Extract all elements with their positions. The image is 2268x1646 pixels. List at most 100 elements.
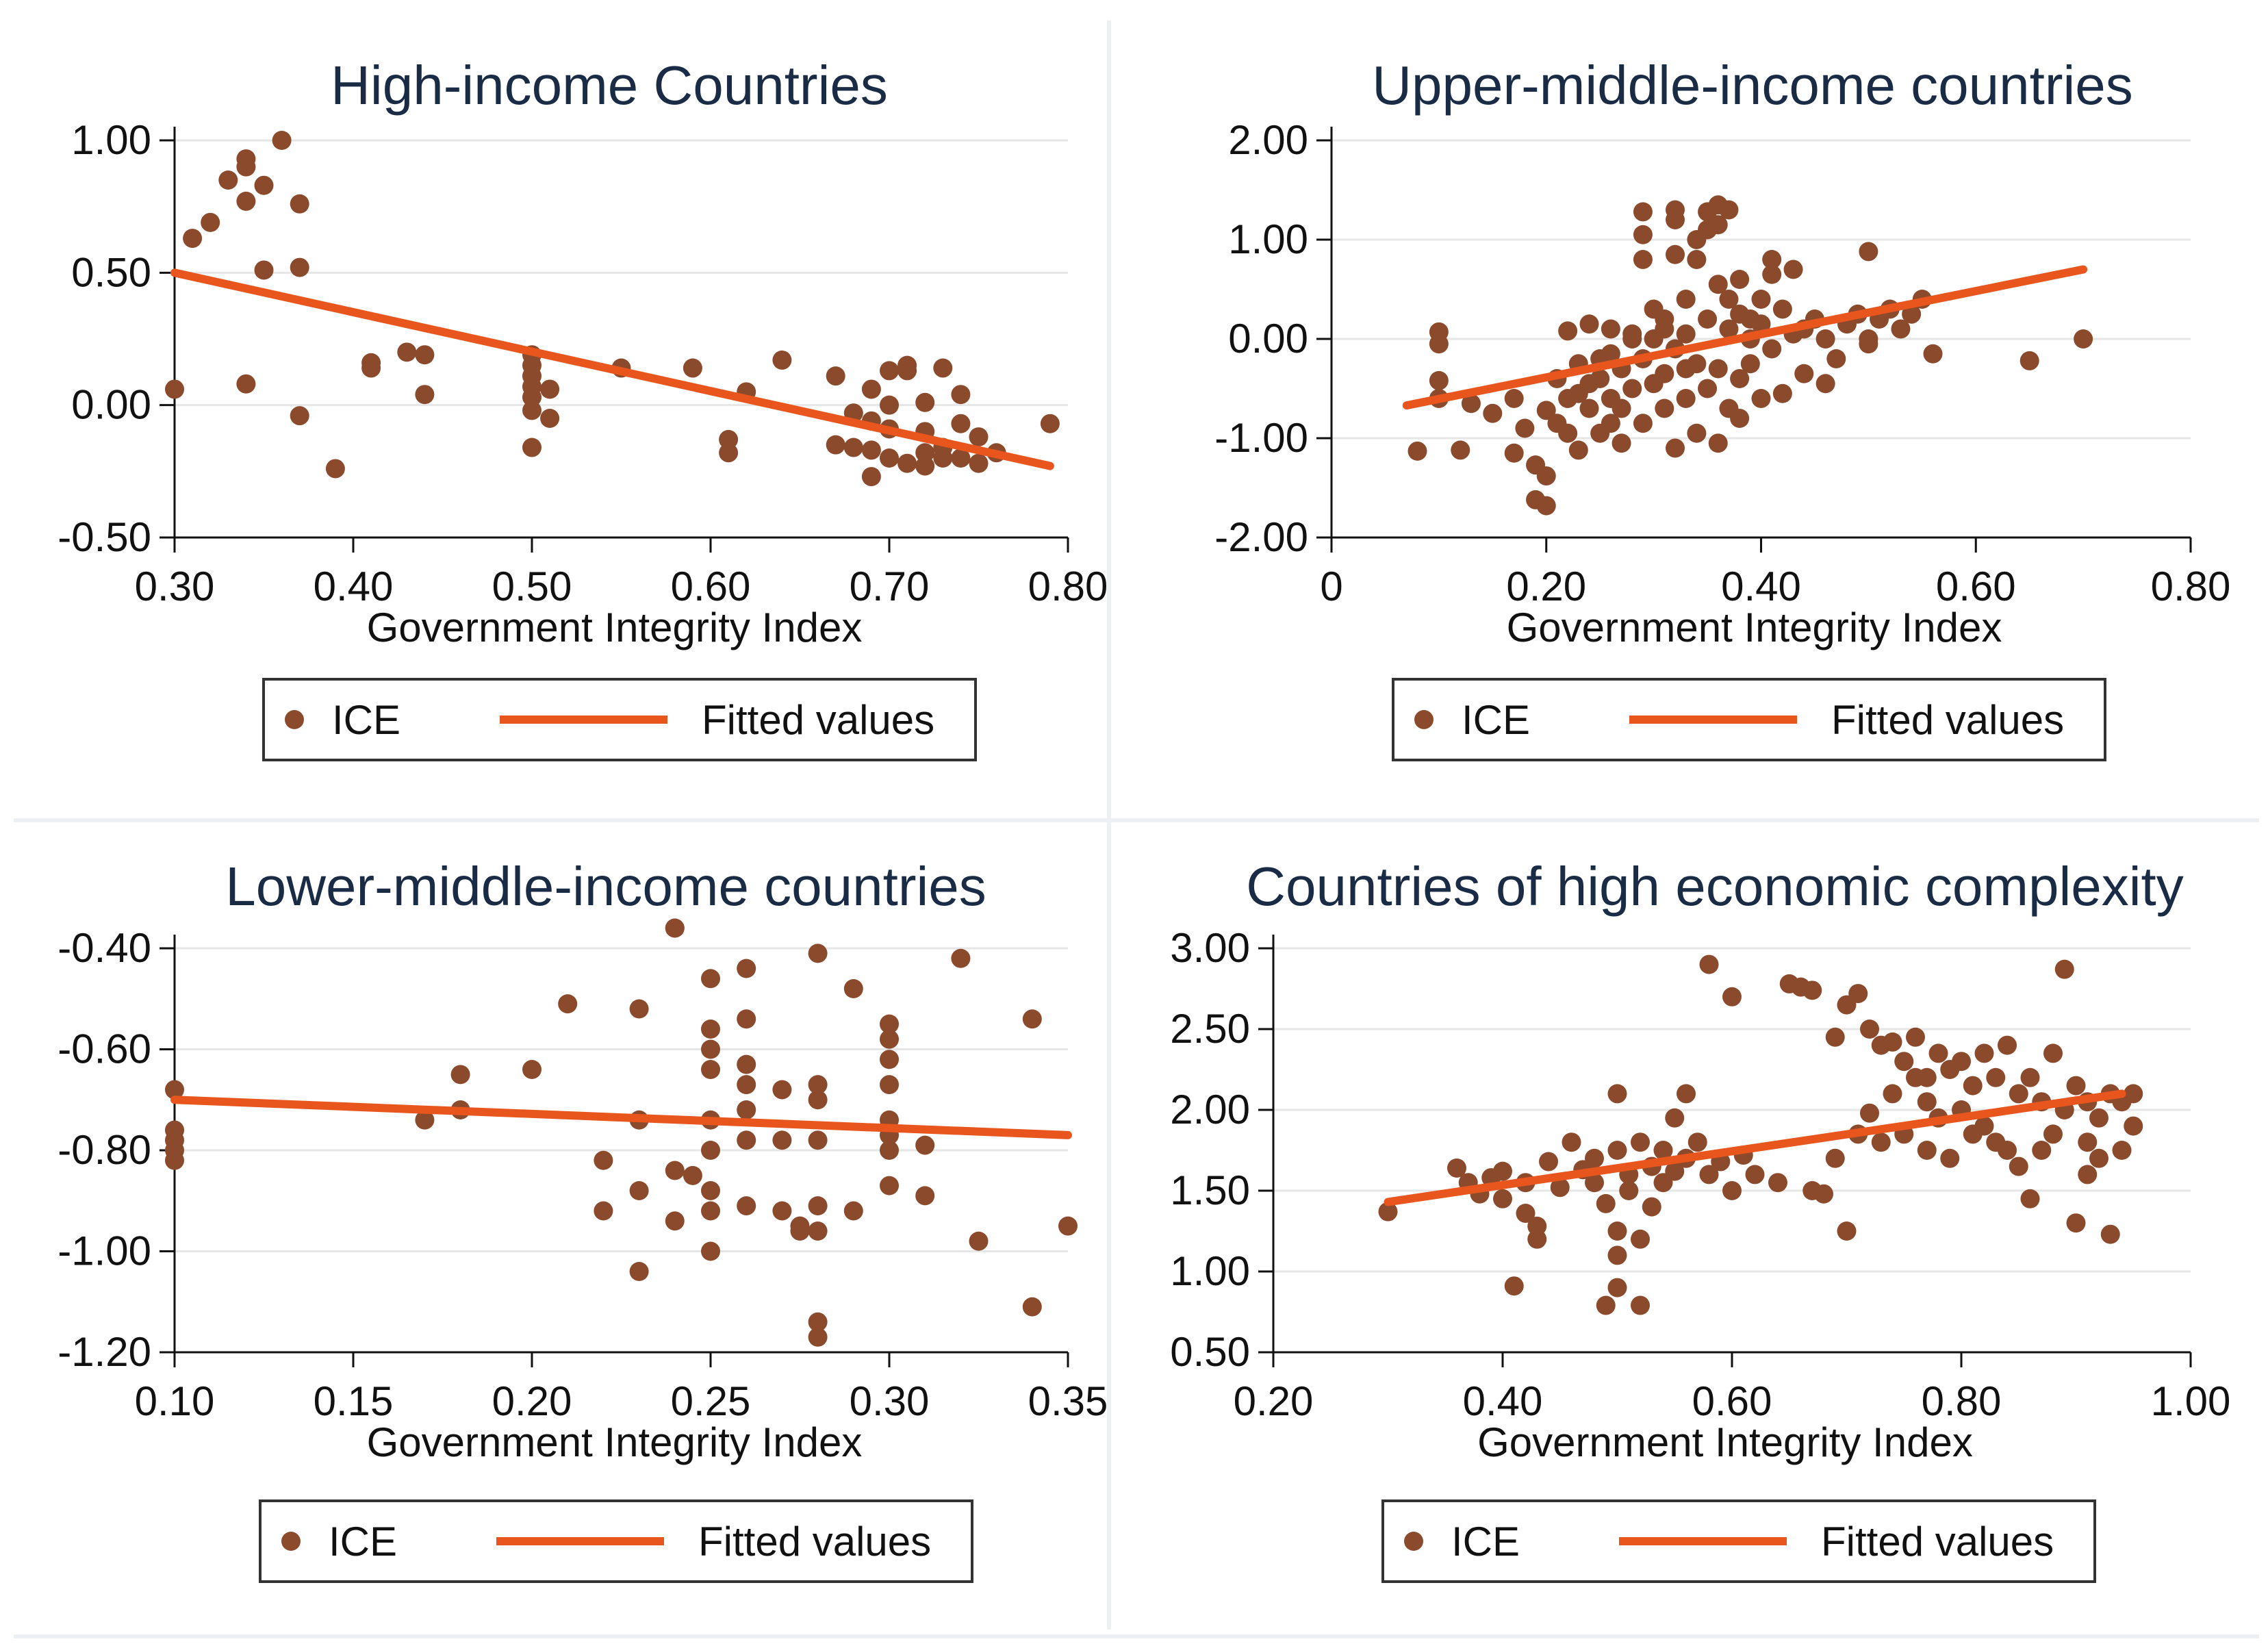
x-axis-label: Government Integrity Index (367, 605, 863, 650)
data-point (1633, 414, 1653, 433)
fitted-line (170, 268, 1054, 470)
data-point (1848, 984, 1868, 1004)
y-tick-label: -1.00 (58, 1228, 151, 1274)
data-point (1719, 200, 1739, 220)
x-tick-label: 0.50 (492, 564, 572, 609)
data-point (1429, 370, 1449, 390)
data-point (701, 1141, 720, 1160)
data-point (880, 361, 899, 381)
data-point (2020, 1067, 2040, 1087)
data-point (808, 1221, 828, 1241)
data-point (2043, 1124, 2063, 1144)
data-point (897, 453, 917, 473)
data-point (701, 1181, 720, 1200)
data-point (1550, 1178, 1570, 1198)
chart-title: High-income Countries (331, 55, 888, 116)
data-point (218, 170, 238, 190)
data-point (665, 1161, 685, 1180)
data-point (1665, 1108, 1685, 1128)
legend-point-marker (1414, 710, 1434, 729)
data-point (737, 1100, 756, 1119)
data-point (969, 453, 989, 473)
data-point (325, 459, 345, 479)
legend-line-label: Fitted values (1831, 697, 2064, 743)
data-point (1622, 324, 1642, 344)
x-tick-label: 0.40 (1721, 564, 1801, 609)
x-tick-label: 0.15 (314, 1378, 394, 1424)
data-point (880, 395, 899, 415)
data-point (1952, 1052, 1971, 1072)
data-point (1974, 1043, 1994, 1063)
data-point (701, 1020, 720, 1039)
data-point (1708, 359, 1728, 379)
data-point (683, 358, 702, 378)
data-point (790, 1221, 810, 1241)
data-point (1802, 980, 1822, 1000)
data-point (719, 429, 739, 449)
data-point (1940, 1148, 1960, 1168)
data-point (1902, 304, 1922, 324)
data-point (2124, 1116, 2143, 1136)
data-point (2020, 1189, 2040, 1208)
legend-line-label: Fitted values (702, 697, 934, 743)
data-point (1493, 1189, 1512, 1208)
data-point (629, 1181, 649, 1200)
data-point (183, 229, 203, 249)
data-point (594, 1150, 613, 1170)
data-point (1730, 369, 1750, 388)
x-tick-label: 0.40 (314, 564, 394, 609)
x-tick-label: 0.35 (1028, 1378, 1108, 1424)
data-point (880, 1176, 899, 1195)
legend-line-label: Fitted values (1821, 1519, 2054, 1565)
data-point (1579, 374, 1599, 394)
data-point (1814, 1184, 1833, 1204)
y-tick-label: 0.00 (1228, 316, 1308, 362)
x-axis-label: Government Integrity Index (1477, 1419, 1973, 1465)
chart-svg-1: Upper-middle-income countries 2.00 1.00 0.0… (1214, 55, 2230, 761)
data-point (880, 1050, 899, 1069)
data-point (701, 1241, 720, 1261)
data-point (1596, 1295, 1616, 1315)
data-point (1585, 1173, 1604, 1193)
data-point (1451, 440, 1470, 460)
x-tick-label: 0.80 (1922, 1378, 2002, 1424)
data-point (1708, 215, 1728, 235)
y-tick-label: 3.00 (1170, 925, 1250, 971)
data-point (522, 438, 541, 457)
data-point (843, 1201, 863, 1221)
y-tick-label: -0.60 (58, 1026, 151, 1072)
data-point (1860, 1103, 1879, 1123)
data-point (951, 448, 971, 468)
data-point (1655, 309, 1674, 329)
data-point (1772, 383, 1792, 403)
data-point (1596, 1193, 1616, 1213)
data-point (1515, 418, 1535, 438)
legend-point-label: ICE (329, 1519, 397, 1565)
data-point (2032, 1141, 2052, 1160)
data-point (1708, 275, 1728, 294)
data-point (880, 1029, 899, 1049)
data-point (1699, 1165, 1719, 1185)
data-point (861, 379, 881, 399)
data-point (2074, 329, 2093, 349)
data-point (880, 1075, 899, 1095)
data-point (1493, 1161, 1512, 1181)
data-point (2066, 1076, 2086, 1096)
panel-upper-middle-income: Upper-middle-income countries 2.00 1.00 0.0… (1123, 0, 2268, 815)
data-point (1483, 403, 1503, 423)
x-tick-label: 0.70 (850, 564, 930, 609)
data-point (558, 994, 578, 1014)
data-point (415, 345, 435, 365)
fitted-line (1384, 1089, 2126, 1206)
data-point (2089, 1148, 2108, 1168)
data-point (236, 191, 256, 211)
data-point (522, 388, 541, 407)
legend: ICE Fitted values (259, 1499, 973, 1583)
y-tick-label: 1.00 (1228, 216, 1308, 262)
data-point (969, 1231, 989, 1251)
data-point (1676, 290, 1696, 309)
data-point (1917, 1067, 1937, 1087)
data-point (1687, 1132, 1707, 1152)
chart-svg-0: High-income Countries1.000.500.00-0.500.… (58, 55, 1108, 761)
legend-point-label: ICE (332, 697, 400, 743)
